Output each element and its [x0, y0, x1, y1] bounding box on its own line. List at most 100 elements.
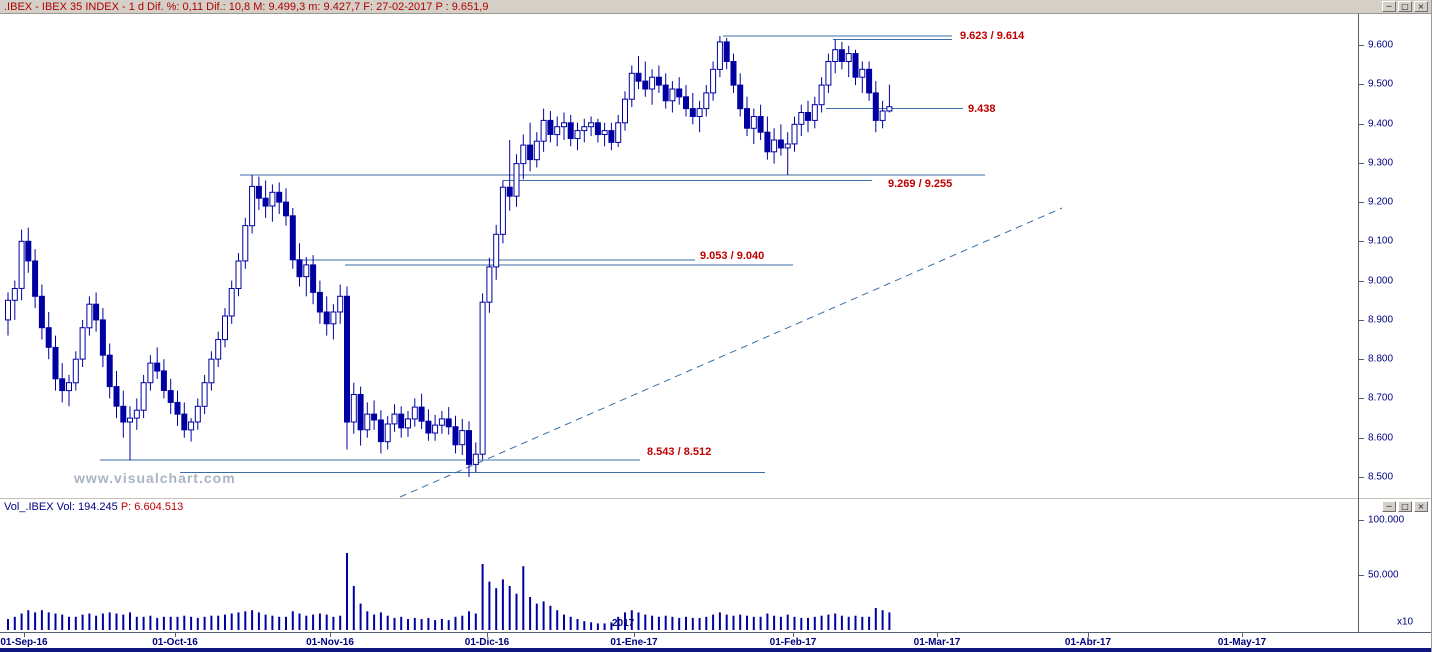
- candle-body: [303, 264, 310, 278]
- level-price-label: 8.543 / 8.512: [645, 446, 714, 458]
- candle-body: [649, 76, 656, 90]
- candle-body: [622, 98, 628, 124]
- candle-body: [411, 406, 418, 420]
- candle-body: [669, 88, 676, 102]
- date-tick-label: 01-Abr-17: [1064, 637, 1112, 648]
- candle-body: [59, 378, 66, 392]
- candle-body: [581, 126, 588, 132]
- date-tick-label: 01-Nov-16: [306, 637, 354, 648]
- candle-body: [66, 382, 72, 392]
- date-tick: [175, 633, 176, 637]
- candle-body: [242, 225, 249, 262]
- candle-body: [276, 191, 283, 203]
- level-price-label: 9.438: [966, 103, 998, 115]
- volume-scale-multiplier: x10: [1397, 616, 1414, 628]
- candle-body: [133, 409, 140, 419]
- date-tick-label: 01-Ene-17: [610, 637, 658, 648]
- candle-body: [72, 358, 79, 384]
- candle-body: [852, 53, 859, 78]
- volume-tick-label: 50.000: [1368, 569, 1399, 581]
- candle-body: [32, 260, 39, 297]
- candle-body: [316, 291, 323, 313]
- candle-body: [540, 119, 547, 142]
- date-tick-label: 01-Sep-16: [0, 637, 48, 648]
- candle-body: [594, 122, 601, 136]
- candle-body: [147, 362, 154, 384]
- date-tick-label: 01-Mar-17: [913, 637, 961, 648]
- restore-button[interactable]: □: [1398, 1, 1412, 12]
- date-tick: [330, 633, 331, 637]
- price-tick-label: 9.400: [1368, 118, 1394, 130]
- close-button[interactable]: ×: [1414, 1, 1428, 12]
- candlestick-chart: [5, 35, 1063, 498]
- candle-body: [418, 406, 425, 422]
- candle-body: [438, 418, 445, 426]
- candle-body: [384, 423, 391, 443]
- price-tick-label: 9.600: [1368, 39, 1394, 51]
- candle-body: [798, 112, 805, 125]
- date-tick: [1242, 633, 1243, 637]
- date-tick-label: 01-Dic-16: [464, 637, 510, 648]
- candle-body: [513, 163, 520, 197]
- candle-body: [201, 382, 208, 407]
- candle-body: [716, 41, 723, 70]
- volume-close-button[interactable]: ×: [1414, 501, 1428, 512]
- candle-body: [11, 288, 18, 301]
- price-tick: [1359, 202, 1364, 203]
- candle-body: [99, 319, 106, 356]
- price-tick-label: 8.600: [1368, 432, 1394, 444]
- price-tick: [1359, 241, 1364, 242]
- candle-body: [140, 382, 147, 411]
- candle-body: [866, 68, 873, 94]
- price-tick: [1359, 438, 1364, 439]
- date-axis[interactable]: 01-Sep-16 01-Oct-16 01-Nov-16 01-Dic-16 01-E…: [0, 632, 1431, 648]
- candle-body: [872, 92, 879, 121]
- pane-separator[interactable]: [0, 498, 1431, 499]
- candle-body: [38, 295, 45, 329]
- candle-body: [127, 417, 133, 423]
- price-tick: [1359, 359, 1364, 360]
- candle-body: [452, 426, 459, 446]
- candle-body: [120, 405, 127, 423]
- candle-body: [737, 84, 744, 110]
- candle-body: [723, 41, 730, 62]
- volume-value-label: Vol_.IBEX Vol: 194.245: [4, 501, 118, 513]
- price-axis[interactable]: 9.600 9.500 9.400 9.300 9.200 9.100 9.000 8.900…: [1358, 14, 1431, 632]
- price-tick-label: 9.500: [1368, 78, 1394, 90]
- candle-body: [445, 418, 452, 428]
- taskbar-strip: [0, 648, 1431, 652]
- price-tick-label: 9.000: [1368, 275, 1394, 287]
- minimize-button[interactable]: ─: [1382, 1, 1396, 12]
- chart-title-bar: .IBEX - IBEX 35 INDEX - 1 d Dif. %: 0,11…: [0, 0, 1431, 14]
- volume-minimize-button[interactable]: ─: [1382, 501, 1396, 512]
- candle-body: [506, 186, 513, 197]
- candle-body: [832, 49, 839, 63]
- candle-body: [567, 122, 574, 140]
- date-tick-label: 01-May-17: [1217, 637, 1267, 648]
- candle-body: [811, 104, 818, 121]
- date-tick-label: 01-Oct-16: [152, 637, 198, 648]
- candle-body: [730, 61, 737, 86]
- candle-body: [825, 61, 832, 86]
- candle-body: [391, 413, 398, 425]
- candle-body: [249, 185, 256, 227]
- ascending-trendline[interactable]: [399, 207, 1063, 498]
- candle-body: [628, 72, 635, 100]
- candle-body: [791, 123, 798, 145]
- candle-body: [676, 88, 683, 98]
- volume-restore-button[interactable]: □: [1398, 501, 1412, 512]
- price-tick-label: 9.100: [1368, 235, 1394, 247]
- candle-body: [364, 413, 371, 431]
- candle-body: [344, 295, 350, 423]
- price-tick: [1359, 124, 1364, 125]
- price-tick: [1359, 84, 1364, 85]
- candle-body: [466, 430, 472, 465]
- candle-body: [486, 266, 493, 303]
- volume-pane-window-controls: ─ □ ×: [1382, 501, 1428, 512]
- price-tick: [1359, 320, 1364, 321]
- candle-body: [269, 191, 276, 207]
- candle-body: [472, 453, 479, 465]
- candle-body: [561, 122, 567, 128]
- date-tick: [1088, 633, 1089, 637]
